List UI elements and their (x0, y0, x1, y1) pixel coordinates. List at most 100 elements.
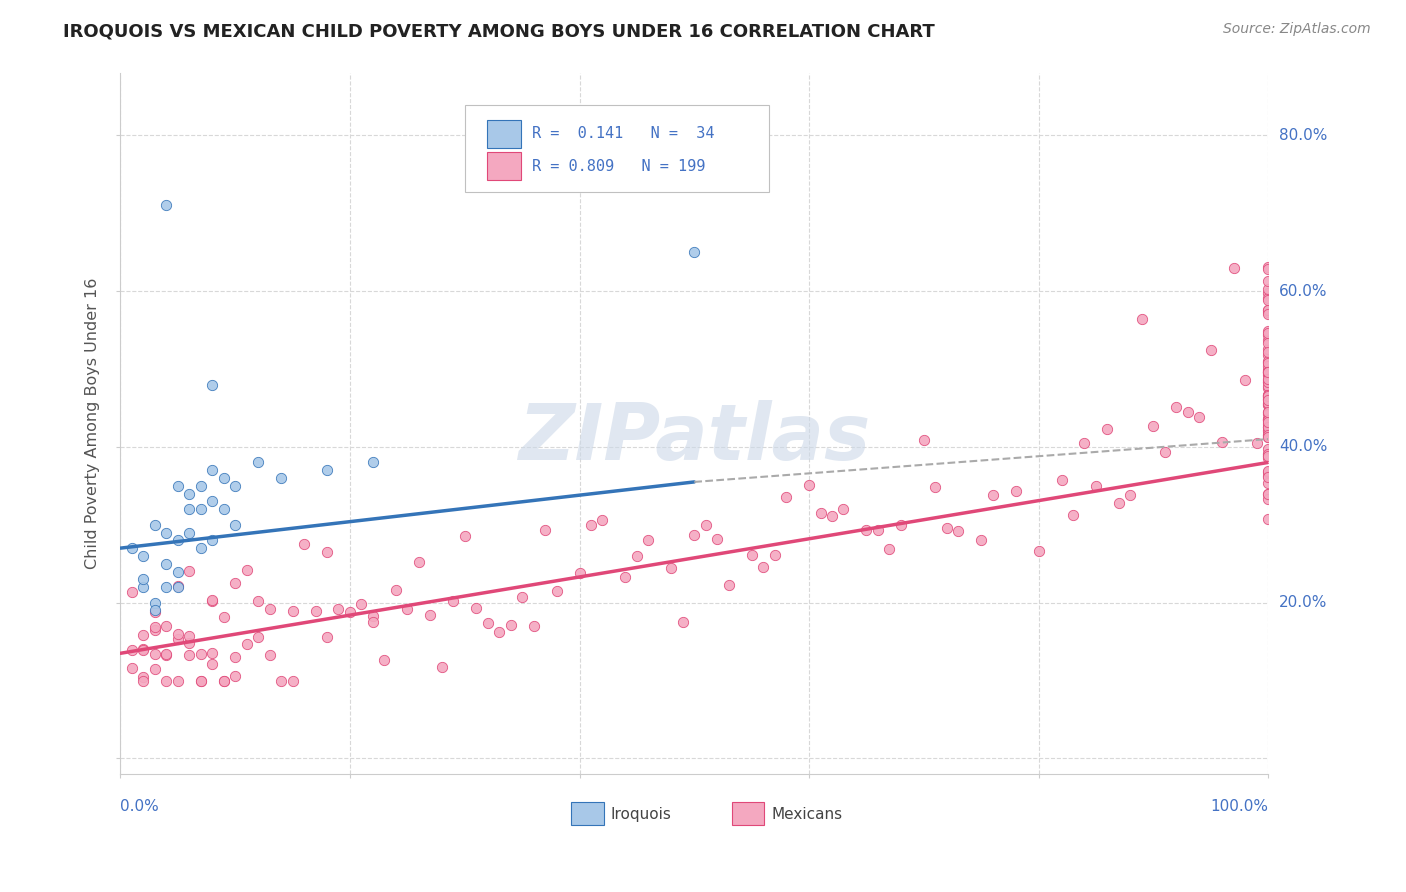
Point (1257, 293, 1279, 307)
Point (935, 521, 957, 535)
Point (1257, 355, 1279, 369)
Point (166, 479, 188, 493)
Point (166, 565, 188, 579)
Point (328, 601, 350, 615)
Point (1257, 324, 1279, 338)
Point (155, 580, 177, 594)
Point (361, 609, 384, 624)
Point (143, 647, 166, 661)
Point (1257, 372, 1279, 386)
Point (1257, 428, 1279, 442)
Point (1028, 544, 1050, 558)
Point (1257, 470, 1279, 484)
Point (1257, 419, 1279, 434)
Point (143, 619, 166, 633)
Point (1257, 412, 1279, 426)
Point (488, 625, 510, 640)
Point (166, 580, 188, 594)
Point (1257, 442, 1279, 457)
Point (741, 548, 763, 562)
Point (201, 377, 224, 392)
Point (510, 590, 533, 604)
Point (1257, 464, 1279, 478)
Point (1153, 444, 1175, 458)
Point (706, 533, 728, 547)
Point (1257, 368, 1279, 382)
Point (1257, 274, 1279, 288)
Point (1073, 436, 1095, 450)
Point (121, 643, 143, 657)
Point (1257, 417, 1279, 432)
Point (568, 566, 591, 581)
Point (1257, 491, 1279, 506)
Point (201, 533, 224, 548)
Point (1257, 392, 1279, 407)
Point (1222, 261, 1244, 276)
Point (1257, 366, 1279, 380)
Point (948, 524, 970, 538)
Point (281, 673, 304, 688)
Point (396, 602, 419, 616)
Point (1257, 423, 1279, 437)
Point (637, 533, 659, 547)
Point (224, 650, 246, 665)
Point (155, 198, 177, 212)
Point (1211, 434, 1233, 449)
Point (1257, 347, 1279, 361)
Point (1257, 486, 1279, 500)
Point (1257, 342, 1279, 356)
Point (143, 663, 166, 677)
Point (970, 533, 993, 548)
Point (143, 603, 166, 617)
Text: R = 0.809   N = 199: R = 0.809 N = 199 (533, 159, 706, 174)
Text: ZIPatlas: ZIPatlas (519, 400, 870, 475)
Point (143, 605, 166, 619)
Point (1257, 364, 1279, 378)
Point (659, 561, 682, 575)
Point (270, 471, 292, 485)
Point (121, 585, 143, 599)
Point (212, 502, 235, 516)
Point (316, 463, 339, 477)
Point (1257, 389, 1279, 403)
Point (121, 661, 143, 675)
Point (1257, 363, 1279, 377)
Point (430, 659, 453, 673)
Text: 20.0%: 20.0% (1279, 595, 1327, 610)
Point (179, 502, 201, 516)
Point (477, 616, 499, 631)
Point (1062, 508, 1084, 522)
Text: 60.0%: 60.0% (1279, 284, 1327, 299)
Point (339, 605, 361, 619)
Point (1257, 388, 1279, 402)
Point (224, 669, 246, 683)
Point (179, 564, 201, 578)
Point (190, 673, 212, 688)
Point (247, 630, 270, 644)
Point (683, 528, 706, 542)
Point (143, 517, 166, 532)
Point (1257, 375, 1279, 389)
Point (912, 434, 935, 448)
Point (695, 517, 717, 532)
Point (1257, 356, 1279, 370)
Point (132, 642, 155, 657)
Point (155, 673, 177, 688)
Bar (486, 152, 522, 180)
Point (1257, 307, 1279, 321)
Point (247, 455, 270, 469)
Point (201, 593, 224, 607)
Point (212, 673, 235, 688)
Point (316, 545, 339, 559)
Point (1257, 261, 1279, 276)
Point (534, 523, 557, 537)
Point (224, 576, 246, 591)
Text: 40.0%: 40.0% (1279, 440, 1327, 454)
Point (1257, 333, 1279, 347)
Point (1257, 396, 1279, 410)
Text: R =  0.141   N =  34: R = 0.141 N = 34 (533, 127, 716, 141)
Point (270, 673, 292, 688)
Point (1257, 365, 1279, 379)
Point (1257, 372, 1279, 386)
Text: Mexicans: Mexicans (770, 807, 842, 822)
